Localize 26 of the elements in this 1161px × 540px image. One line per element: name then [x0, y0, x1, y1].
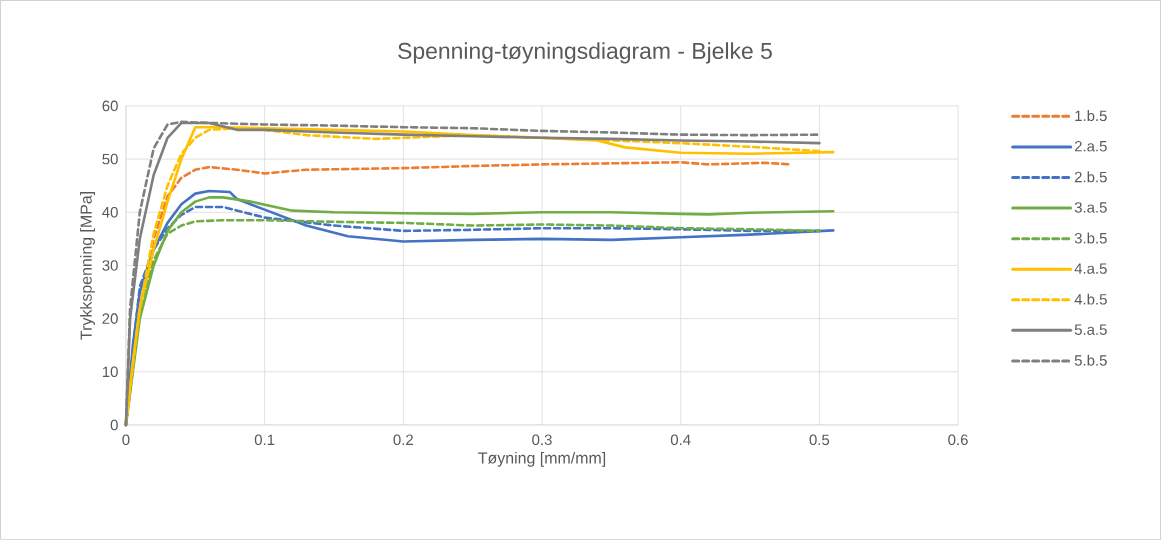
- y-axis-title: Trykkspenning [MPa]: [80, 192, 95, 340]
- legend-label: 3.a.5: [1074, 202, 1107, 213]
- legend-label: 3.b.5: [1074, 232, 1107, 244]
- y-tick-label: 50: [102, 153, 118, 165]
- legend-label: 2.a.5: [1074, 140, 1107, 152]
- x-tick-label: 0.4: [670, 434, 691, 446]
- x-axis-title: Tøyning [mm/mm]: [478, 451, 606, 467]
- y-tick-label: 40: [102, 207, 118, 218]
- x-tick-label: 0.6: [948, 434, 968, 446]
- legend-label: 5.b.5: [1074, 354, 1107, 366]
- legend-label: 2.b.5: [1074, 171, 1107, 183]
- legend-label: 4.a.5: [1074, 263, 1107, 274]
- legend-label: 4.b.5: [1074, 293, 1107, 305]
- y-tick-label: 0: [110, 419, 118, 431]
- x-tick-label: 0.3: [532, 434, 552, 446]
- x-tick-label: 0.1: [254, 434, 275, 446]
- y-tick-label: 10: [102, 366, 118, 378]
- y-tick-label: 20: [102, 313, 118, 324]
- legend-label: 5.a.5: [1074, 324, 1107, 335]
- chart-title: Spenning-tøyningsdiagram - Bjelke 5: [398, 42, 772, 64]
- y-tick-label: 60: [102, 100, 118, 112]
- x-tick-label: 0.5: [809, 434, 830, 446]
- legend-label: 1.b.5: [1075, 110, 1107, 122]
- y-tick-label: 30: [102, 260, 118, 271]
- x-tick-label: 0: [122, 434, 130, 446]
- x-tick-label: 0.2: [393, 434, 413, 446]
